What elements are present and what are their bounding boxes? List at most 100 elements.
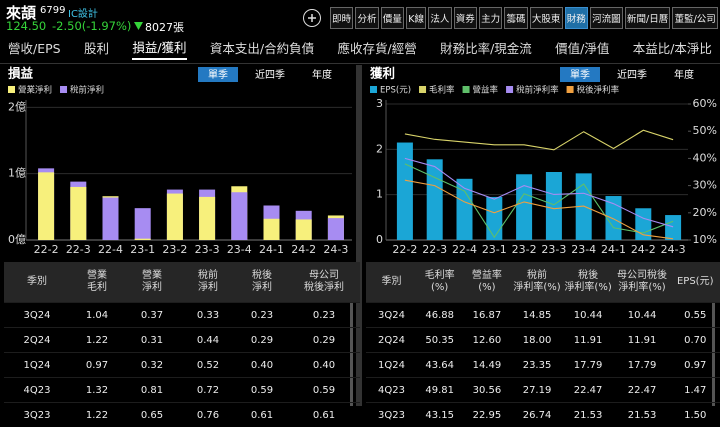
- cell: 0.76: [180, 403, 236, 427]
- cell: 43.15: [417, 403, 462, 427]
- cell: 0.70: [670, 328, 720, 353]
- column-header: 毛利率 (%): [417, 262, 462, 303]
- cell: 0.29: [288, 328, 360, 353]
- cell: 4Q23: [366, 378, 417, 403]
- cell: 1.47: [670, 378, 720, 403]
- x-tick-label: 24-2: [291, 243, 316, 256]
- bar: [38, 172, 54, 240]
- x-tick-label: 24-3: [323, 243, 348, 256]
- cell: 3Q23: [366, 403, 417, 427]
- column-header: 營業 淨利: [124, 262, 180, 303]
- cell: 1.50: [670, 403, 720, 427]
- y2-tick-label: 50%: [693, 124, 717, 137]
- column-header: 稅後 淨利率(%): [563, 262, 614, 303]
- y2-tick-label: 30%: [693, 179, 717, 192]
- x-tick-label: 22-3: [422, 243, 447, 256]
- cell: 2Q24: [4, 328, 70, 353]
- column-header: 稅後 淨利: [236, 262, 288, 303]
- cell: 1.22: [70, 403, 124, 427]
- cell: 17.79: [563, 353, 614, 378]
- cell: 46.88: [417, 303, 462, 328]
- toggle[interactable]: 年度: [312, 68, 332, 81]
- cell: 26.74: [511, 403, 562, 427]
- line: [405, 180, 673, 239]
- cell: 14.49: [462, 353, 511, 378]
- cell: 50.35: [417, 328, 462, 353]
- line: [405, 130, 673, 150]
- cell: 3Q24: [4, 303, 70, 328]
- bar: [199, 197, 215, 240]
- cell: 0.40: [236, 353, 288, 378]
- toggle[interactable]: 近四季: [617, 68, 647, 81]
- y-tick-label: 0億: [8, 233, 26, 246]
- x-tick-label: 22-3: [66, 243, 91, 256]
- cell: 1.32: [70, 378, 124, 403]
- y2-tick-label: 20%: [693, 206, 717, 219]
- bar: [397, 143, 413, 240]
- cell: 3Q24: [366, 303, 417, 328]
- bar: [296, 219, 312, 240]
- toggle[interactable]: 單季: [208, 69, 228, 81]
- legend-swatch: [463, 86, 470, 93]
- cell: 0.97: [70, 353, 124, 378]
- cell: 0.65: [124, 403, 180, 427]
- cell: 23.35: [511, 353, 562, 378]
- cell: 1Q24: [4, 353, 70, 378]
- column-header: EPS(元): [670, 262, 720, 303]
- bar: [516, 174, 532, 240]
- cell: 21.53: [563, 403, 614, 427]
- cell: 22.95: [462, 403, 511, 427]
- cell: 0.59: [236, 378, 288, 403]
- toggle[interactable]: 近四季: [255, 68, 285, 81]
- chart-title: 損益: [8, 66, 34, 81]
- cell: 11.91: [614, 328, 671, 353]
- cell: 0.29: [236, 328, 288, 353]
- column-header: 母公司 稅後淨利: [288, 262, 360, 303]
- x-tick-label: 23-4: [571, 243, 596, 256]
- x-tick-label: 23-3: [195, 243, 220, 256]
- x-tick-label: 23-1: [130, 243, 155, 256]
- y-tick-label: 3: [376, 97, 383, 110]
- cell: 10.44: [614, 303, 671, 328]
- cell: 0.23: [236, 303, 288, 328]
- legend-label: EPS(元): [380, 86, 411, 96]
- x-tick-label: 24-2: [631, 243, 656, 256]
- column-header: 營業 毛利: [70, 262, 124, 303]
- legend-swatch: [8, 86, 15, 93]
- bar: [328, 218, 344, 240]
- cell: 0.61: [236, 403, 288, 427]
- bar: [665, 215, 681, 240]
- cell: 30.56: [462, 378, 511, 403]
- toggle[interactable]: 年度: [674, 68, 694, 81]
- bar: [231, 192, 247, 240]
- cell: 10.44: [563, 303, 614, 328]
- x-tick-label: 22-2: [34, 243, 59, 256]
- legend-label: 稅後淨利率: [577, 85, 620, 96]
- y-tick-label: 0: [376, 233, 383, 246]
- legend-swatch: [506, 86, 513, 93]
- cell: 27.19: [511, 378, 562, 403]
- cell: 16.87: [462, 303, 511, 328]
- cell: 1.04: [70, 303, 124, 328]
- cell: 11.91: [563, 328, 614, 353]
- y2-tick-label: 10%: [693, 233, 717, 246]
- toggle[interactable]: 單季: [570, 69, 590, 81]
- cell: 0.32: [124, 353, 180, 378]
- column-header: 稅前 淨利: [180, 262, 236, 303]
- cell: 0.44: [180, 328, 236, 353]
- bar: [167, 194, 183, 240]
- x-tick-label: 22-4: [98, 243, 123, 256]
- x-tick-label: 22-4: [452, 243, 477, 256]
- bar: [486, 197, 502, 240]
- cell: 4Q23: [4, 378, 70, 403]
